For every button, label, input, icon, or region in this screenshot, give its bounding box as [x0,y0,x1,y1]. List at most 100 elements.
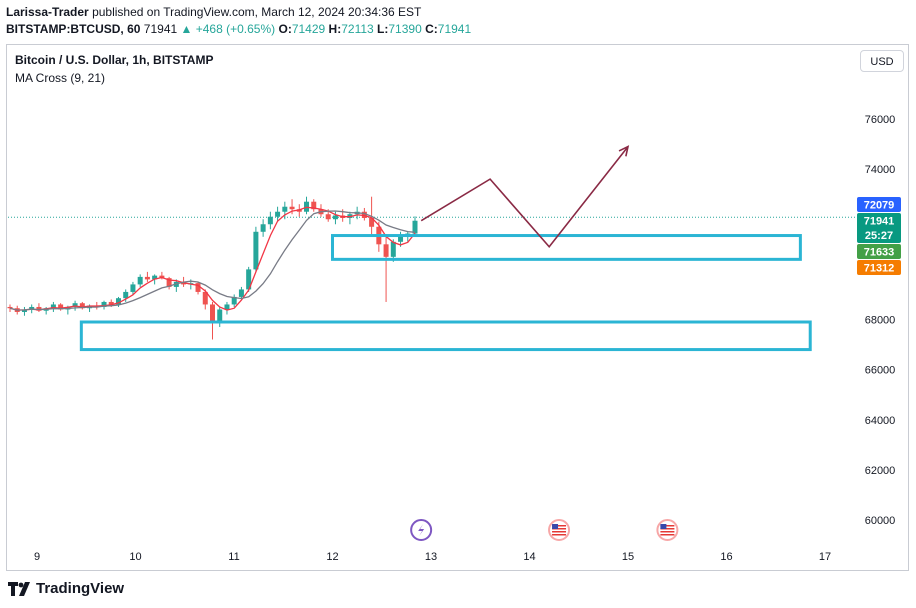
candle-body [144,276,150,280]
candle-body [195,283,201,292]
candle-body [173,281,179,287]
close-label: C: [425,22,438,36]
candle-body [166,278,172,287]
price-tick-label: 66000 [865,365,896,377]
price-label-71941: 71941 25:27 [857,213,901,243]
time-tick-label: 17 [819,551,831,563]
price-tick-label: 74000 [865,164,896,176]
time-tick-label: 14 [523,551,535,563]
candle-body [152,275,158,280]
candle-body [7,306,13,309]
bolt-icon [410,519,433,541]
candle-body [123,291,129,299]
low-value: 71390 [388,22,422,36]
price-tick-label: 62000 [865,465,896,477]
chart-legend-title: Bitcoin / U.S. Dollar, 1h, BITSTAMP [15,53,214,67]
price-tick-label: 68000 [865,315,896,327]
open-value: 71429 [291,22,326,36]
ma-fast-line [9,206,416,311]
time-tick-label: 12 [326,551,338,563]
time-axis: 9 10 11 12 13 14 15 16 17 [34,551,831,563]
published-text: published on TradingView.com, March 12, … [92,5,422,19]
candle-body [275,211,281,217]
change-value: +468 (+0.65%) [195,22,276,36]
time-tick-label: 13 [425,551,437,563]
candle-body [58,304,64,310]
candle-body [390,241,396,257]
chart-frame [6,44,909,571]
time-tick-label: 15 [622,551,634,563]
candle-body [253,231,259,270]
candle-body [21,309,27,312]
support-zone-box [331,234,802,261]
candle-body [398,236,404,242]
candle-body [311,201,317,210]
price-tick-label: 76000 [865,114,896,126]
projection-layer [420,145,630,249]
ohlc-line: BITSTAMP:BTCUSD, 60 71941 ▲ +468 (+0.65%… [6,22,471,36]
symbol-label: BITSTAMP:BTCUSD, 60 [6,22,141,36]
candle-body [412,220,418,234]
zones-layer [79,234,812,352]
brand-text: TradingView [36,580,125,597]
price-label-72079: 72079 [857,197,901,212]
candle-body [332,215,338,220]
candle-body [231,296,237,305]
candle-body [210,304,215,323]
candle-body [202,291,208,305]
price-axis: 6000062000640006600068000700007200074000… [865,114,896,527]
candle-body [137,276,143,285]
last-price: 71941 [143,22,178,36]
open-label: O: [278,22,292,36]
indicator-legend[interactable]: MA Cross (9, 21) [15,71,106,85]
candle-body [79,303,85,309]
candle-body [217,309,223,323]
support-zone-box [79,320,812,352]
price-labels-layer: 72079 71941 25:27 71633 71312 [857,197,901,275]
moving-averages-layer [9,206,416,311]
candle-body [101,301,107,307]
low-label: L: [377,22,389,36]
time-tick-label: 16 [720,551,732,563]
price-label-71312: 71312 [857,260,901,275]
svg-text:25:27: 25:27 [865,230,893,242]
high-value: 72113 [341,22,374,36]
candle-body [50,304,56,309]
svg-text:71633: 71633 [864,247,895,259]
projection-arrowhead [618,145,630,157]
tradingview-logo: TradingView [8,580,124,597]
currency-button[interactable]: USD [860,50,904,72]
svg-text:71312: 71312 [864,263,895,275]
time-tick-label: 9 [34,551,40,563]
candle-body [238,289,244,297]
tradingview-logo-icon [8,581,30,596]
candle-body [282,206,288,212]
candle-body [369,217,375,227]
candle-body [224,304,230,310]
candle-body [383,244,389,257]
candle-body [325,214,331,220]
svg-text:71941: 71941 [864,216,895,228]
candle-body [289,206,295,210]
candle-body [130,284,136,292]
price-tick-label: 60000 [865,515,896,527]
close-value: 71941 [437,22,472,36]
candle-body [246,269,252,290]
price-label-71633: 71633 [857,244,901,259]
time-tick-label: 11 [228,551,239,563]
ma-slow-line [9,210,416,311]
us-flag-icon [548,519,571,541]
publish-info: Larissa-Trader published on TradingView.… [6,5,421,19]
change-up-icon: ▲ [180,22,193,36]
events-layer [410,519,679,541]
candle-body [108,301,114,305]
candles-layer [7,196,856,340]
candle-body [115,298,121,305]
projection-path [420,146,629,249]
high-label: H: [328,22,342,36]
svg-text:72079: 72079 [864,200,895,212]
us-flag-icon [656,519,679,541]
candle-body [260,224,266,232]
candle-body [72,303,78,307]
